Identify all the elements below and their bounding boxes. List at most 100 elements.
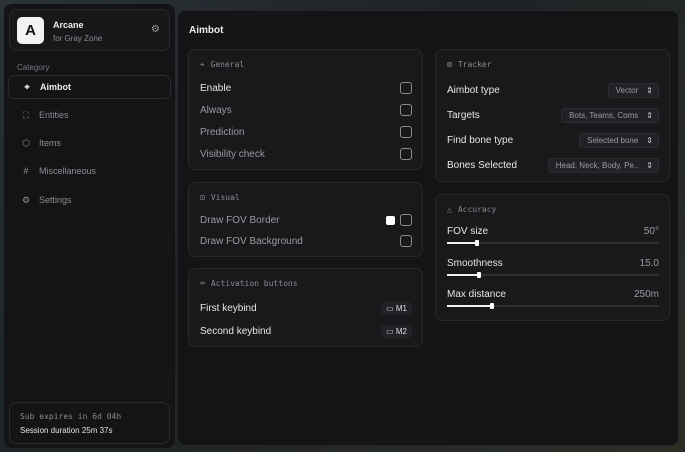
always-row[interactable]: Always: [200, 102, 412, 118]
brand-card: A Arcane for Gray Zone ⚙: [9, 9, 170, 51]
row-label: Find bone type: [447, 134, 514, 146]
row-label: Draw FOV Background: [200, 235, 303, 247]
app-logo: A: [17, 17, 44, 44]
tracker-card: ⊠ Tracker Aimbot type Vector ⇕ Targets Bots,…: [435, 49, 670, 182]
smoothness-slider[interactable]: [447, 272, 659, 278]
slider-handle[interactable]: [474, 240, 479, 246]
key-label: M2: [395, 326, 407, 336]
targets-row: Targets Bots, Teams, Coms ⇕: [447, 107, 659, 123]
fov-border-row[interactable]: Draw FOV Border: [200, 212, 412, 228]
slider-label: FOV size: [447, 226, 489, 237]
sidebar-item-items[interactable]: ⬡ Items: [8, 131, 171, 155]
find-bone-row: Find bone type Selected bone ⇕: [447, 132, 659, 148]
chevron-updown-icon: ⇕: [646, 160, 653, 170]
settings-gear-icon[interactable]: ⚙: [151, 24, 160, 35]
sub-expires: Sub expires in 6d 04h: [20, 412, 122, 421]
prediction-row[interactable]: Prediction: [200, 124, 412, 140]
row-label: Aimbot type: [447, 84, 500, 96]
tracker-icon: ⊠: [447, 60, 452, 69]
fov-size-slider[interactable]: [447, 240, 659, 246]
app-name: Arcane: [53, 20, 84, 30]
sidebar-item-aimbot[interactable]: ⌖ Aimbot: [8, 75, 171, 99]
sidebar-item-label: Miscellaneous: [39, 166, 97, 176]
max-distance-slider[interactable]: [447, 303, 659, 309]
crosshair-icon: ⌖: [200, 60, 205, 69]
slider-label: Smoothness: [447, 258, 503, 269]
smoothness-slider-row: Smoothness 15.0: [447, 258, 659, 278]
chevron-updown-icon: ⇕: [646, 135, 653, 145]
visibility-row[interactable]: Visibility check: [200, 146, 412, 162]
first-keybind-button[interactable]: ▭ M1: [381, 301, 412, 315]
bones-selected-row: Bones Selected Head, Neck, Body, Pe.. ⇕: [447, 157, 659, 173]
sidebar-item-label: Aimbot: [40, 82, 71, 92]
app-subtitle: for Gray Zone: [53, 34, 103, 43]
crosshair-icon: ⌖: [24, 81, 30, 92]
select-value: Selected bone: [587, 135, 639, 145]
row-label: Visibility check: [200, 148, 265, 160]
card-title: Tracker: [457, 60, 492, 69]
aimbot-type-select[interactable]: Vector ⇕: [607, 82, 659, 98]
warning-icon: △: [447, 205, 452, 214]
session-duration: Session duration 25m 37s: [20, 426, 113, 435]
sidebar-item-label: Entities: [39, 110, 69, 120]
chevron-updown-icon: ⇕: [646, 110, 653, 120]
find-bone-select[interactable]: Selected bone ⇕: [579, 132, 659, 148]
page-title: Aimbot: [189, 25, 224, 36]
box-icon: ⬡: [22, 137, 30, 148]
select-value: Head, Neck, Body, Pe..: [555, 160, 639, 170]
entity-icon: ⛶: [22, 109, 30, 120]
sidebar-item-label: Settings: [39, 195, 72, 205]
fov-size-slider-row: FOV size 50°: [447, 226, 659, 246]
row-label: First keybind: [200, 302, 257, 314]
enable-row[interactable]: Enable: [200, 80, 412, 96]
slider-handle[interactable]: [489, 303, 494, 309]
visibility-checkbox[interactable]: [400, 148, 412, 160]
card-title: Activation buttons: [210, 279, 298, 288]
enable-checkbox[interactable]: [400, 82, 412, 94]
second-keybind-row: Second keybind ▭ M2: [200, 323, 412, 339]
fov-background-row[interactable]: Draw FOV Background: [200, 233, 412, 249]
activation-card: ⌨ Activation buttons First keybind ▭ M1 Se…: [188, 268, 423, 347]
card-title: Accuracy: [457, 205, 497, 214]
max-distance-slider-row: Max distance 250m: [447, 289, 659, 309]
fov-background-checkbox[interactable]: [400, 235, 412, 247]
color-swatch[interactable]: [386, 215, 395, 225]
aimbot-type-row: Aimbot type Vector ⇕: [447, 82, 659, 98]
category-label: Category: [17, 63, 50, 72]
slider-fill: [447, 305, 492, 307]
slider-value: 250m: [633, 289, 659, 300]
row-label: Targets: [447, 109, 480, 121]
main-panel: Aimbot ⌖ General Enable Always Prediction…: [177, 10, 679, 446]
sidebar-item-settings[interactable]: ⚙ Settings: [8, 188, 171, 212]
slider-label: Max distance: [447, 289, 506, 300]
general-card: ⌖ General Enable Always Prediction Visibi…: [188, 49, 423, 170]
row-label: Enable: [200, 82, 232, 94]
first-keybind-row: First keybind ▭ M1: [200, 300, 412, 316]
row-label: Always: [200, 104, 232, 116]
prediction-checkbox[interactable]: [400, 126, 412, 138]
sidebar-item-label: Items: [39, 138, 62, 148]
slider-fill: [447, 274, 479, 276]
gear-icon: ⚙: [21, 194, 31, 205]
row-label: Bones Selected: [447, 159, 518, 171]
hash-icon: #: [23, 166, 29, 176]
always-checkbox[interactable]: [400, 104, 412, 116]
bones-select[interactable]: Head, Neck, Body, Pe.. ⇕: [547, 157, 659, 173]
row-label: Prediction: [200, 126, 245, 138]
second-keybind-button[interactable]: ▭ M2: [381, 324, 412, 338]
accuracy-card: △ Accuracy FOV size 50° Smoothness 15.0 Max…: [435, 194, 670, 321]
visual-icon: ⊡: [200, 193, 205, 202]
select-value: Bots, Teams, Coms: [569, 110, 639, 120]
targets-select[interactable]: Bots, Teams, Coms ⇕: [561, 107, 659, 123]
row-label: Second keybind: [200, 325, 272, 337]
fov-border-checkbox[interactable]: [400, 214, 412, 226]
card-title: Visual: [210, 193, 240, 202]
subscription-card: Sub expires in 6d 04h Session duration 2…: [9, 402, 170, 444]
sidebar-item-entities[interactable]: ⛶ Entities: [8, 103, 171, 127]
keyboard-icon: ⌨: [200, 279, 205, 288]
visual-card: ⊡ Visual Draw FOV Border Draw FOV Backgro…: [188, 182, 423, 257]
sidebar-item-miscellaneous[interactable]: # Miscellaneous: [8, 159, 171, 183]
slider-value: 50°: [643, 226, 659, 237]
slider-handle[interactable]: [476, 272, 481, 278]
slider-value: 15.0: [639, 258, 659, 269]
